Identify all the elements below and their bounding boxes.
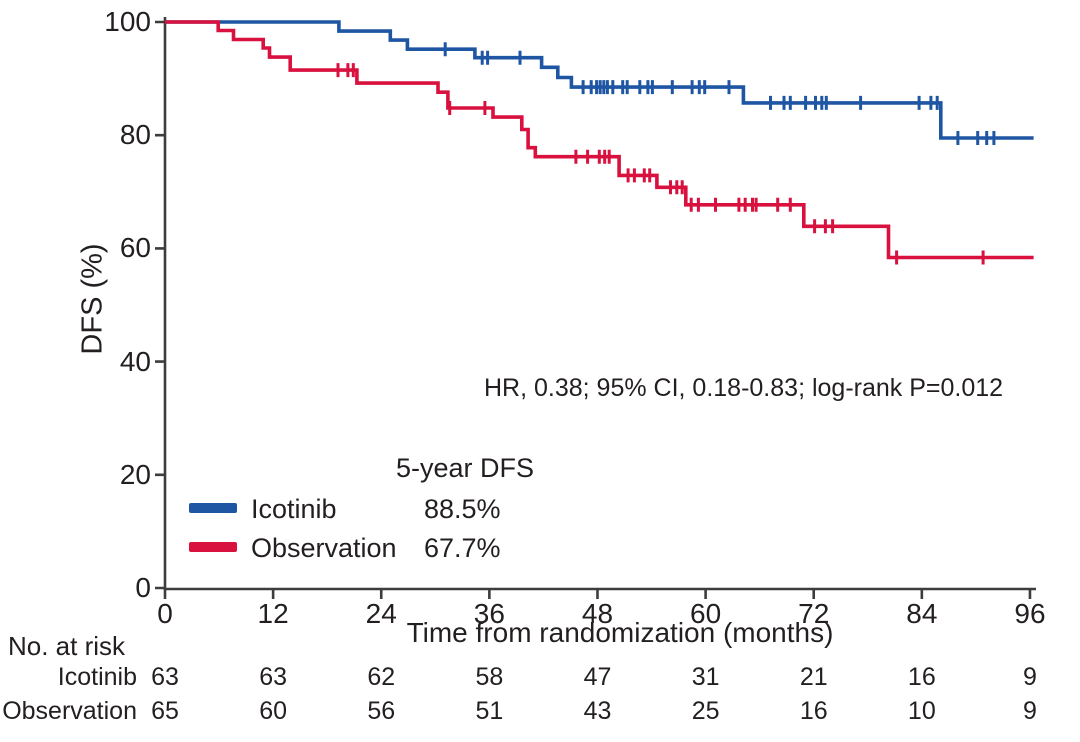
y-tick-label-40: 40	[119, 345, 151, 377]
risk-value: 10	[907, 697, 936, 725]
stats-annotation: HR, 0.38; 95% CI, 0.18-0.83; log-rank P=…	[484, 374, 1004, 402]
legend-item-observation-value: 67.7%	[424, 533, 501, 563]
icotinib-color-swatch	[189, 503, 237, 513]
legend-item-icotinib-label: Icotinib	[251, 494, 337, 524]
risk-value: 25	[691, 697, 720, 725]
y-tick-label-20: 20	[119, 458, 151, 490]
risk-value: 9	[1023, 697, 1037, 725]
risk-value: 51	[475, 697, 504, 725]
legend-item-observation-label: Observation	[251, 533, 397, 563]
risk-row-icotinib-label: Icotinib	[57, 663, 137, 691]
risk-value: 31	[691, 663, 720, 691]
risk-value: 63	[151, 663, 179, 691]
risk-row-observation-label: Observation	[2, 697, 137, 725]
censor-marks-icotinib	[443, 42, 996, 145]
risk-value: 58	[475, 663, 504, 691]
x-tick-label-96: 96	[1014, 598, 1046, 629]
risk-value: 63	[259, 663, 288, 691]
x-tick-label-48: 48	[581, 598, 614, 629]
x-tick-label-84: 84	[906, 598, 938, 629]
observation-color-swatch	[189, 542, 237, 552]
x-tick-label-72: 72	[798, 598, 830, 629]
risk-value: 9	[1023, 663, 1037, 691]
x-tick-label-12: 12	[257, 598, 289, 629]
risk-value: 62	[367, 663, 396, 691]
risk-value: 47	[583, 663, 612, 691]
x-tick-label-60: 60	[690, 598, 722, 629]
legend-item-icotinib-value: 88.5%	[424, 494, 501, 524]
risk-value: 16	[799, 697, 828, 725]
risk-value: 21	[799, 663, 828, 691]
x-tick-label-24: 24	[365, 598, 397, 629]
axis-ticks	[155, 20, 1032, 599]
risk-value: 56	[367, 697, 396, 725]
risk-value: 43	[583, 697, 612, 725]
x-tick-label-0: 0	[157, 598, 173, 629]
x-axis-title: Time from randomization (months)	[406, 617, 834, 648]
risk-value: 60	[259, 697, 288, 725]
risk-table-title: No. at risk	[8, 631, 126, 661]
risk-value: 65	[151, 697, 179, 725]
legend-header: 5-year DFS	[396, 453, 535, 483]
y-tick-label-60: 60	[119, 232, 151, 264]
series-curve-icotinib	[165, 20, 1034, 140]
y-tick-label-0: 0	[135, 572, 151, 603]
censor-marks-observation	[336, 63, 985, 265]
y-tick-label-100: 100	[104, 6, 151, 37]
x-tick-label-36: 36	[473, 598, 505, 629]
series-curve-observation	[165, 20, 1034, 260]
y-tick-label-80: 80	[119, 119, 151, 151]
risk-value: 16	[907, 663, 936, 691]
